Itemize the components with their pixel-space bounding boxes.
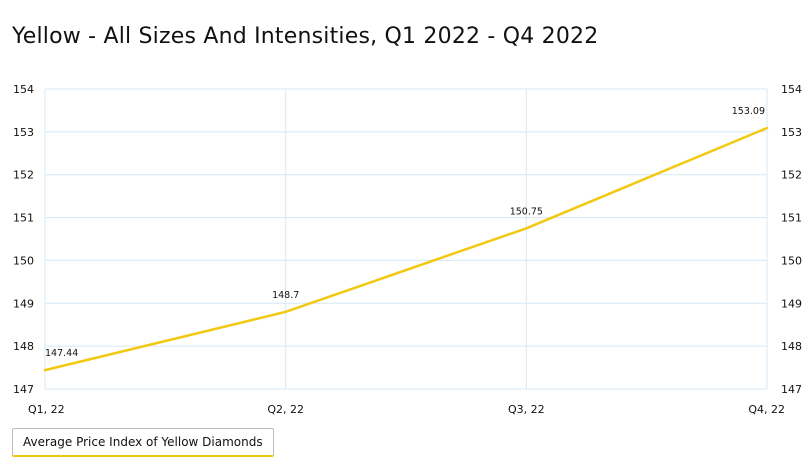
x-tick-label: Q2, 22 (267, 403, 304, 416)
y-tick-label-right: 151 (781, 212, 802, 225)
y-tick-label-right: 149 (781, 297, 802, 310)
y-tick-label-right: 148 (781, 340, 802, 353)
line-chart: 147 147 148 148 149 149 150 150 151 151 152 152 153 1… (13, 83, 802, 416)
y-tick-label-left: 154 (13, 83, 34, 96)
data-label: 150.75 (510, 206, 543, 217)
y-tick-label-left: 147 (13, 383, 34, 396)
y-tick-label-left: 153 (13, 126, 34, 139)
y-tick-label-right: 153 (781, 126, 802, 139)
y-tick-label-left: 149 (13, 297, 34, 310)
x-tick-label: Q3, 22 (508, 403, 545, 416)
data-label: 153.09 (732, 106, 765, 117)
y-tick-label-right: 147 (781, 383, 802, 396)
y-tick-label-left: 150 (13, 254, 34, 267)
series-line (43, 126, 769, 372)
data-label: 147.44 (45, 348, 78, 359)
y-tick-label-left: 148 (13, 340, 34, 353)
y-tick-label-right: 150 (781, 254, 802, 267)
data-label: 148.7 (272, 290, 299, 301)
y-tick-label-left: 151 (13, 212, 34, 225)
chart-title: Yellow - All Sizes And Intensities, Q1 2… (12, 24, 599, 49)
y-tick-label-right: 152 (781, 169, 802, 182)
legend-toggle-button[interactable]: Average Price Index of Yellow Diamonds (12, 428, 274, 457)
legend-label: Average Price Index of Yellow Diamonds (23, 435, 263, 449)
x-tick-label: Q4, 22 (748, 403, 785, 416)
y-tick-label-left: 152 (13, 169, 34, 182)
y-tick-label-right: 154 (781, 83, 802, 96)
x-tick-label: Q1, 22 (28, 403, 65, 416)
